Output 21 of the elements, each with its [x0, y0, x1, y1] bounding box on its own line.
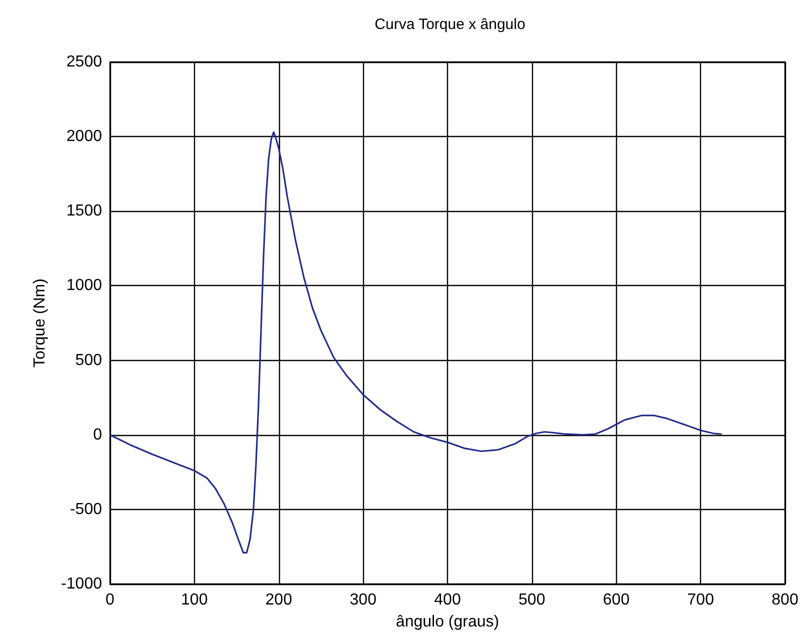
- x-tick-label: 800: [772, 592, 798, 608]
- y-tick-label: 500: [75, 352, 102, 369]
- y-tick-label: 1500: [66, 202, 102, 220]
- x-tick-label: 300: [350, 592, 377, 608]
- chart-title: Curva Torque x ângulo: [374, 16, 526, 33]
- y-tick-label: 2000: [66, 128, 102, 146]
- x-tick-label: 0: [106, 592, 115, 608]
- x-tick-label: 500: [518, 592, 546, 608]
- y-tick-label: 1000: [66, 277, 102, 294]
- y-tick-label: 0: [93, 426, 102, 444]
- y-tick-label: -1000: [61, 576, 102, 592]
- x-axis-title: ângulo (graus): [396, 614, 500, 630]
- line-series: [109, 131, 723, 554]
- x-tick-label: 700: [687, 592, 714, 608]
- x-tick-label: 400: [434, 592, 461, 608]
- x-tick-label: 200: [265, 592, 292, 608]
- y-axis-title: Torque (Nm): [32, 278, 48, 368]
- y-tick-label: 2500: [66, 54, 102, 70]
- y-tick-label: -500: [70, 500, 102, 518]
- x-tick-label: 100: [181, 592, 208, 608]
- x-tick-label: 600: [602, 592, 630, 608]
